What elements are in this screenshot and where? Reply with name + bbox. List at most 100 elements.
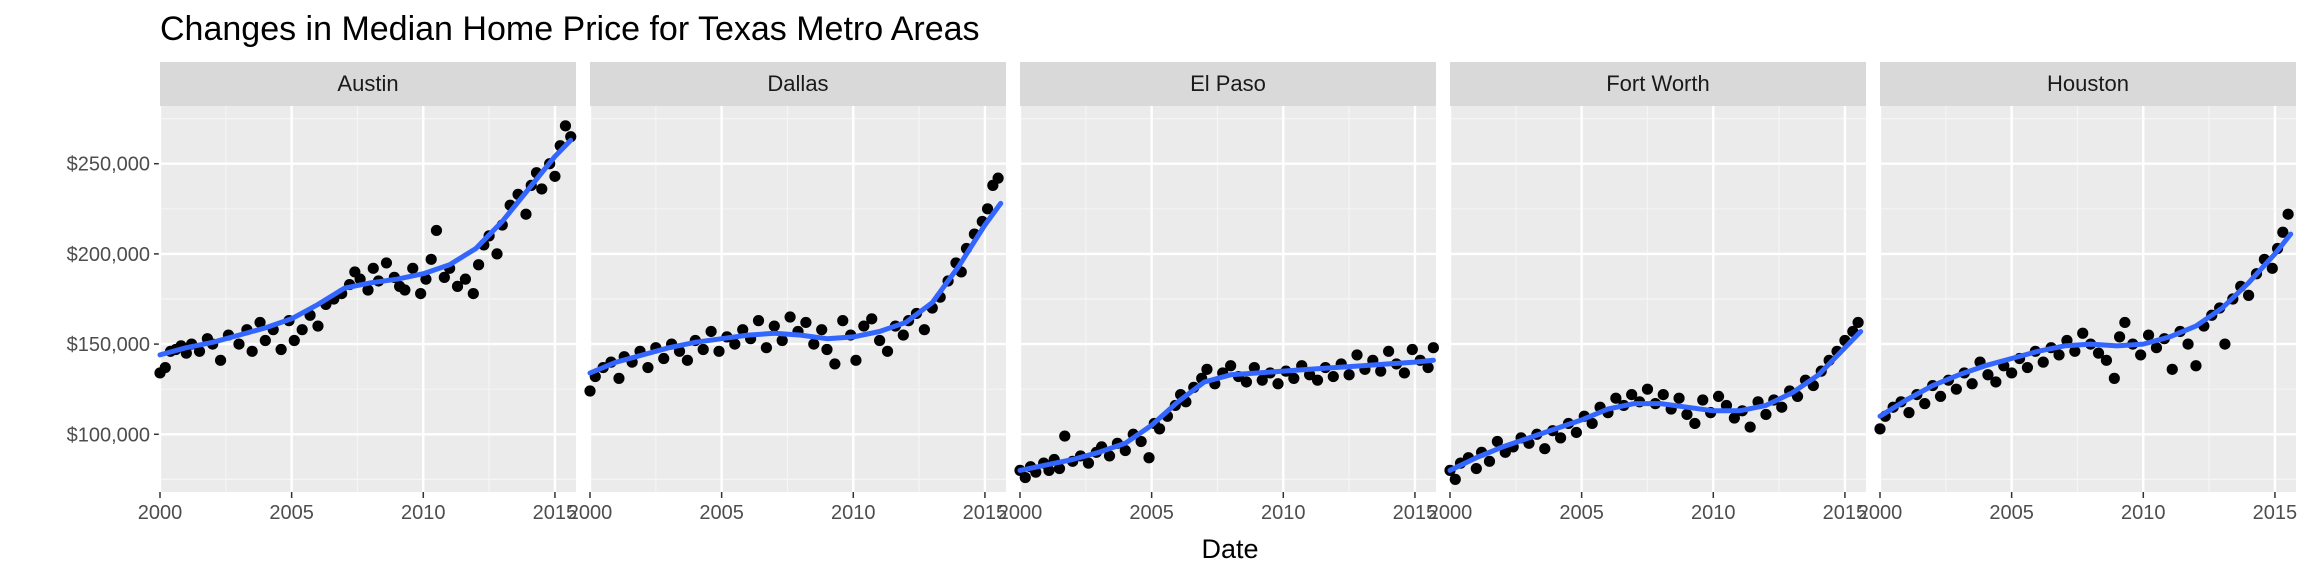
data-point	[1119, 444, 1131, 457]
data-point	[1681, 408, 1693, 421]
data-point	[881, 345, 894, 357]
data-point	[1689, 417, 1701, 430]
data-point	[897, 329, 909, 341]
data-point	[254, 316, 266, 329]
data-point	[1539, 443, 1551, 455]
data-point	[559, 120, 572, 132]
data-point	[2166, 363, 2178, 375]
data-point	[1082, 457, 1095, 469]
data-point	[2092, 347, 2105, 359]
data-point	[829, 358, 841, 370]
x-tick-label: 2010	[401, 502, 446, 524]
data-point	[1982, 369, 1994, 381]
data-point	[1143, 452, 1155, 464]
data-point	[520, 208, 532, 220]
x-tick-label: 2000	[138, 502, 183, 524]
data-point	[1059, 430, 1071, 442]
x-tick-label: 2015	[2253, 502, 2298, 524]
data-point	[1288, 372, 1300, 384]
data-point	[2069, 345, 2081, 357]
data-point	[1950, 383, 1962, 395]
data-point	[1586, 417, 1598, 430]
data-point	[1153, 423, 1166, 435]
data-point	[2150, 342, 2163, 354]
x-tick-label: 2015	[533, 502, 578, 524]
data-point	[613, 372, 625, 384]
data-point	[981, 203, 994, 215]
data-point	[918, 324, 930, 336]
y-tick-label: $250,000	[67, 154, 150, 176]
facet-panel: Dallas 2000 2005 2010 2015	[568, 62, 1007, 524]
data-point	[729, 338, 741, 350]
data-point	[451, 280, 464, 292]
data-point	[837, 315, 849, 327]
data-point	[1256, 374, 1268, 386]
data-point	[705, 325, 717, 338]
data-point	[697, 343, 709, 356]
data-point	[1610, 392, 1622, 404]
data-point	[816, 324, 828, 336]
data-point	[2243, 289, 2255, 301]
data-point	[821, 343, 833, 356]
facet-strip-label: El Paso	[1190, 71, 1266, 96]
x-tick-label: 2000	[998, 502, 1043, 524]
data-point	[2266, 262, 2278, 274]
data-point	[1327, 370, 1339, 383]
data-point	[367, 262, 379, 274]
x-tick-label: 2000	[1428, 502, 1473, 524]
data-point	[1934, 390, 1947, 403]
facet-strip	[590, 62, 1006, 106]
data-point	[259, 334, 271, 347]
data-point	[2182, 338, 2194, 350]
data-point	[1422, 361, 1434, 374]
data-point	[1383, 345, 1395, 357]
data-point	[1626, 388, 1638, 401]
data-point	[760, 342, 773, 354]
data-point	[866, 313, 878, 325]
facet-panel: Houston 2000 2005 2010 2015	[1858, 62, 2297, 524]
facet-panels: Austin 2000 2005 2010 2015 Dallas 2000 2005 2010…	[138, 62, 2297, 524]
data-point	[1657, 388, 1669, 401]
x-axis-title: Date	[1201, 534, 1258, 564]
facet-strip-label: Houston	[2047, 71, 2129, 96]
data-point	[768, 320, 780, 332]
y-axis: $100,000 $150,000 $200,000 $250,000	[67, 154, 160, 446]
data-point	[713, 345, 725, 357]
y-tick-label: $100,000	[67, 424, 150, 446]
data-point	[233, 338, 245, 350]
data-point	[472, 259, 485, 271]
data-point	[1398, 367, 1411, 379]
data-point	[312, 320, 324, 332]
facet-strip-label: Dallas	[767, 71, 828, 96]
data-point	[584, 385, 596, 397]
smooth-trend-line	[587, 200, 1004, 376]
data-point	[1248, 361, 1260, 374]
data-point	[246, 345, 258, 357]
data-point	[159, 361, 171, 374]
x-tick-label: 2005	[1559, 502, 1604, 524]
data-point	[776, 334, 788, 347]
data-point	[362, 284, 374, 296]
data-point	[1776, 401, 1788, 413]
x-tick-label: 2000	[568, 502, 613, 524]
x-tick-label: 2005	[699, 502, 744, 524]
data-point	[1019, 471, 1031, 484]
data-point	[1225, 360, 1237, 372]
data-point	[1406, 343, 1418, 356]
data-point	[1720, 399, 1733, 412]
data-point	[565, 131, 577, 143]
data-point	[1343, 369, 1355, 381]
data-point	[808, 338, 820, 350]
x-tick-label: 2005	[1129, 502, 1174, 524]
data-point	[752, 315, 765, 327]
x-tick-label: 2010	[831, 502, 876, 524]
data-point	[2108, 372, 2120, 384]
facet-strip	[1880, 62, 2296, 106]
data-point	[1311, 374, 1324, 386]
facet-strip	[1020, 62, 1436, 106]
data-point	[438, 271, 450, 283]
data-point	[784, 311, 796, 323]
y-tick-label: $200,000	[67, 244, 150, 266]
facet-strip-label: Fort Worth	[1606, 71, 1710, 96]
facet-strip	[1450, 62, 1866, 106]
